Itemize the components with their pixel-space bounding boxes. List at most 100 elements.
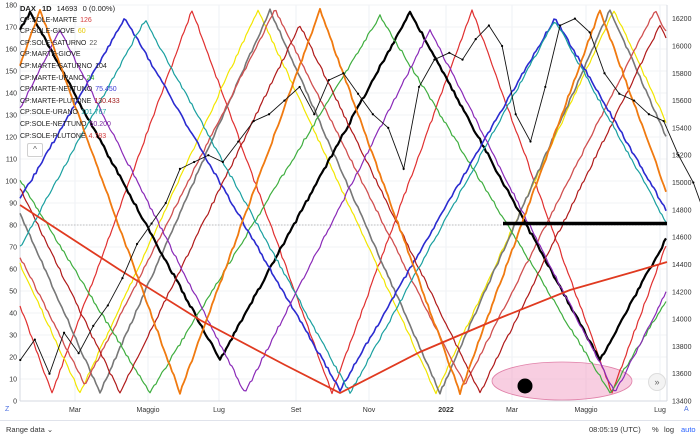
right-tick-label: 15600 xyxy=(672,98,692,105)
price-point xyxy=(342,72,345,75)
price-point xyxy=(327,79,330,82)
left-tick-label: 160 xyxy=(5,47,17,54)
legend-item[interactable]: CP:SOLE-SATURNO 22 xyxy=(20,38,120,50)
time-label: 08:05:19 (UTC) xyxy=(589,425,641,434)
left-tick-label: 180 xyxy=(5,3,17,10)
legend-item-value: 130.433 xyxy=(94,97,120,105)
marker-dot[interactable] xyxy=(517,378,533,394)
price-point xyxy=(150,222,153,225)
right-tick-label: 15800 xyxy=(672,71,692,78)
price-point xyxy=(371,113,374,116)
x-tick-label: Set xyxy=(291,407,302,414)
price-point xyxy=(313,113,316,116)
left-tick-label: 90 xyxy=(9,201,17,208)
left-tick-label: 110 xyxy=(6,157,17,164)
price-point xyxy=(692,181,695,184)
legend-item-name: CP:MARTE-URANO xyxy=(20,74,84,82)
left-tick-label: 170 xyxy=(5,25,17,32)
right-tick-label: 15200 xyxy=(672,153,692,160)
price-point xyxy=(618,92,621,95)
range-data-label: Range data xyxy=(6,425,45,434)
interval-label[interactable]: 1D xyxy=(41,4,52,13)
legend-item[interactable]: CP:SOLE-MARTE 126 xyxy=(20,15,120,27)
price-point xyxy=(433,58,436,61)
price-point xyxy=(559,24,562,27)
legend-item[interactable]: CP:MARTE-GIOVE xyxy=(20,49,120,61)
cycle-line[interactable] xyxy=(19,9,667,395)
left-tick-label: 120 xyxy=(5,135,17,142)
left-tick-label: 80 xyxy=(9,223,17,230)
legend-item-name: CP:SOLE-SATURNO xyxy=(20,39,87,47)
percent-toggle[interactable]: % xyxy=(652,425,659,434)
price-point xyxy=(121,277,124,280)
cycle-line[interactable] xyxy=(19,20,667,394)
x-tick-label: Mar xyxy=(506,407,519,414)
legend-item-value: 22 xyxy=(89,39,98,47)
zoom-corner-left[interactable]: Z xyxy=(5,406,10,413)
legend-item-name: CP:SOLE-PLUTONE xyxy=(20,132,86,140)
symbol-label[interactable]: DAX xyxy=(20,4,36,13)
legend-item-value: 50.200 xyxy=(89,120,111,128)
right-tick-label: 14400 xyxy=(672,262,692,269)
legend-item[interactable]: CP:SOLE-NETTUNO 50.200 xyxy=(20,119,120,131)
x-tick-label: Nov xyxy=(363,407,376,414)
right-tick-label: 13400 xyxy=(672,399,692,406)
right-tick-label: 16000 xyxy=(672,43,692,50)
slow-cycle-line[interactable] xyxy=(19,204,668,395)
x-tick-label: Maggio xyxy=(575,407,598,414)
right-tick-label: 16200 xyxy=(672,16,692,23)
left-tick-label: 70 xyxy=(9,245,17,252)
cycle-line[interactable] xyxy=(19,29,667,392)
zoom-corner-right[interactable]: A xyxy=(684,406,689,413)
price-point xyxy=(529,140,532,143)
legend-item[interactable]: CP:SOLE-URANO 101.767 xyxy=(20,107,120,119)
log-toggle[interactable]: log xyxy=(664,425,675,434)
price-point xyxy=(417,85,421,89)
x-tick-label: Maggio xyxy=(137,407,160,414)
legend-item-name: CP:MARTE-GIOVE xyxy=(20,51,81,59)
cycle-line[interactable] xyxy=(19,24,667,394)
legend-item[interactable]: CP:MARTE-PLUTONE 130.433 xyxy=(20,96,120,108)
x-tick-label: 2022 xyxy=(438,407,454,414)
price-point xyxy=(633,99,636,102)
collapse-legend-button[interactable]: ^ xyxy=(27,143,43,157)
price-point xyxy=(178,167,182,170)
cycle-line[interactable] xyxy=(19,9,667,395)
legend-item[interactable]: CP:SOLE-PLUTONE 4.783 xyxy=(20,131,120,143)
price-point xyxy=(677,154,680,157)
left-tick-label: 100 xyxy=(5,179,17,186)
price-line[interactable] xyxy=(19,18,700,375)
right-tick-label: 14600 xyxy=(672,235,692,242)
left-tick-label: 150 xyxy=(5,69,17,76)
price-point xyxy=(77,352,80,355)
legend-item[interactable]: CP:MARTE-SATURNO 104 xyxy=(20,61,120,73)
cycle-line[interactable] xyxy=(19,18,667,392)
change-label: 0 (0.00%) xyxy=(82,4,116,13)
left-tick-label: 20 xyxy=(9,355,17,362)
left-tick-label: 140 xyxy=(5,91,17,98)
legend-item-value: 60 xyxy=(77,28,86,36)
cycle-line[interactable] xyxy=(19,14,667,394)
price-point xyxy=(221,160,224,164)
x-tick-label: Lug xyxy=(654,407,666,414)
range-data-dropdown[interactable]: Range data ⌄ xyxy=(6,425,53,434)
legend-item[interactable]: CP:MARTE-NETTUNO 75.450 xyxy=(20,84,120,96)
price-point xyxy=(501,44,504,48)
legend-item-name: CP:MARTE-NETTUNO xyxy=(20,86,93,94)
price-point xyxy=(207,154,210,157)
cycle-line[interactable] xyxy=(19,9,667,385)
legend-item[interactable]: CP:MARTE-URANO 24 xyxy=(20,73,120,85)
left-tick-label: 60 xyxy=(9,267,17,274)
x-tick-label: Mar xyxy=(69,407,82,414)
left-tick-label: 0 xyxy=(13,399,17,406)
scroll-right-button[interactable]: » xyxy=(648,373,666,391)
auto-toggle[interactable]: auto xyxy=(681,425,696,434)
price-point xyxy=(19,358,22,362)
left-tick-label: 50 xyxy=(9,289,17,296)
legend-item[interactable]: CP:SOLE-GIOVE 60 xyxy=(20,26,120,38)
legend-item-value: 75.450 xyxy=(95,86,117,94)
price-point xyxy=(135,242,139,246)
bottom-bar: Range data ⌄ 08:05:19 (UTC) % log auto xyxy=(0,420,700,438)
legend-item-name: CP:SOLE-NETTUNO xyxy=(20,120,87,128)
